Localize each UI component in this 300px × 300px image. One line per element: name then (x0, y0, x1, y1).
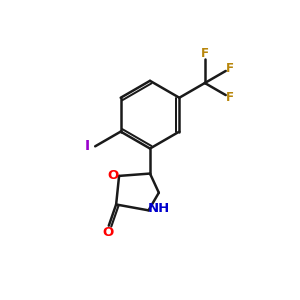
Text: F: F (226, 91, 234, 104)
Text: F: F (226, 62, 234, 75)
Text: NH: NH (148, 202, 170, 215)
Text: F: F (201, 47, 209, 60)
Text: O: O (107, 169, 118, 182)
Text: I: I (85, 139, 90, 153)
Text: O: O (103, 226, 114, 238)
